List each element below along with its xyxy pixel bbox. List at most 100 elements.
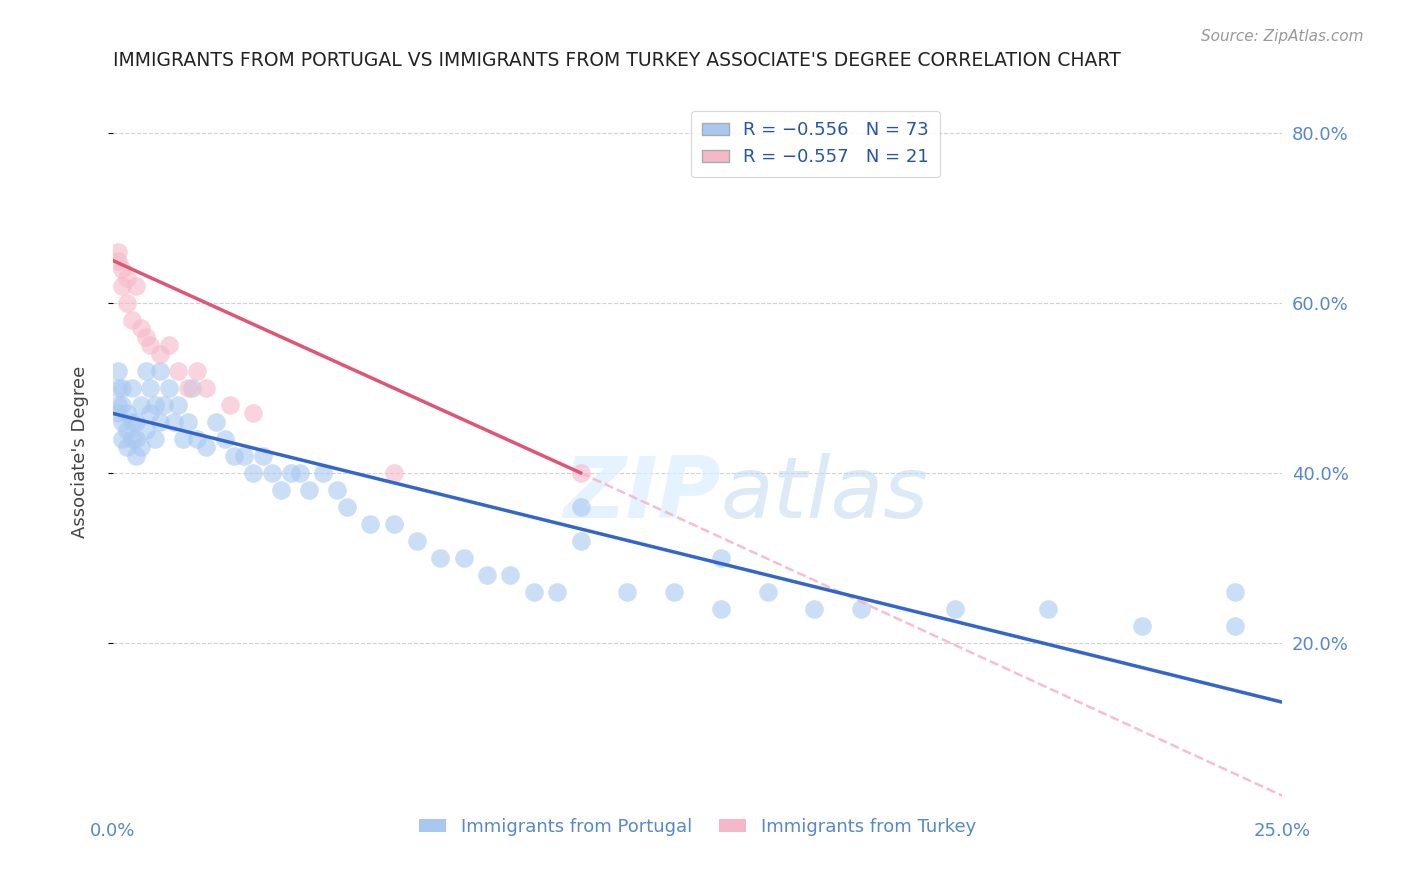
- Point: [125, 415, 148, 429]
- Point: [121, 313, 143, 327]
- Point: [115, 270, 138, 285]
- Point: [139, 338, 162, 352]
- Text: IMMIGRANTS FROM PORTUGAL VS IMMIGRANTS FROM TURKEY ASSOCIATE'S DEGREE CORRELATIO: IMMIGRANTS FROM PORTUGAL VS IMMIGRANTS F…: [112, 51, 1121, 70]
- Point: [336, 500, 359, 514]
- Point: [157, 338, 180, 352]
- Point: [125, 432, 148, 446]
- Point: [107, 406, 129, 420]
- Point: [252, 449, 274, 463]
- Point: [149, 347, 172, 361]
- Text: ZIP: ZIP: [564, 453, 721, 536]
- Point: [129, 321, 152, 335]
- Point: [111, 279, 134, 293]
- Point: [153, 398, 176, 412]
- Point: [115, 424, 138, 438]
- Point: [157, 381, 180, 395]
- Point: [129, 441, 152, 455]
- Point: [129, 398, 152, 412]
- Point: [107, 364, 129, 378]
- Point: [149, 415, 172, 429]
- Point: [242, 406, 264, 420]
- Point: [312, 466, 335, 480]
- Point: [218, 398, 240, 412]
- Point: [406, 533, 429, 548]
- Point: [616, 584, 638, 599]
- Point: [186, 364, 208, 378]
- Point: [149, 364, 172, 378]
- Point: [139, 406, 162, 420]
- Point: [569, 466, 592, 480]
- Point: [111, 262, 134, 277]
- Point: [181, 381, 204, 395]
- Point: [195, 381, 218, 395]
- Text: atlas: atlas: [721, 453, 929, 536]
- Point: [270, 483, 292, 497]
- Point: [111, 398, 134, 412]
- Point: [214, 432, 236, 446]
- Point: [523, 584, 546, 599]
- Point: [569, 533, 592, 548]
- Point: [943, 601, 966, 615]
- Point: [382, 516, 405, 531]
- Point: [176, 381, 198, 395]
- Point: [1130, 618, 1153, 632]
- Point: [121, 381, 143, 395]
- Point: [1225, 618, 1247, 632]
- Point: [298, 483, 321, 497]
- Point: [121, 432, 143, 446]
- Point: [143, 432, 166, 446]
- Point: [163, 415, 186, 429]
- Point: [186, 432, 208, 446]
- Y-axis label: Associate's Degree: Associate's Degree: [72, 366, 89, 538]
- Point: [1038, 601, 1060, 615]
- Point: [1225, 584, 1247, 599]
- Point: [429, 550, 451, 565]
- Point: [115, 296, 138, 310]
- Point: [569, 500, 592, 514]
- Point: [135, 364, 157, 378]
- Point: [851, 601, 873, 615]
- Point: [121, 415, 143, 429]
- Point: [111, 415, 134, 429]
- Point: [204, 415, 226, 429]
- Legend: Immigrants from Portugal, Immigrants from Turkey: Immigrants from Portugal, Immigrants fro…: [412, 811, 983, 843]
- Point: [803, 601, 825, 615]
- Point: [326, 483, 349, 497]
- Point: [195, 441, 218, 455]
- Point: [756, 584, 779, 599]
- Point: [107, 398, 129, 412]
- Point: [710, 550, 733, 565]
- Point: [135, 330, 157, 344]
- Point: [453, 550, 475, 565]
- Point: [260, 466, 283, 480]
- Point: [499, 567, 522, 582]
- Point: [288, 466, 311, 480]
- Text: Source: ZipAtlas.com: Source: ZipAtlas.com: [1201, 29, 1364, 45]
- Point: [143, 398, 166, 412]
- Point: [359, 516, 381, 531]
- Point: [111, 432, 134, 446]
- Point: [107, 381, 129, 395]
- Point: [475, 567, 498, 582]
- Point: [139, 381, 162, 395]
- Point: [172, 432, 194, 446]
- Point: [232, 449, 254, 463]
- Point: [662, 584, 685, 599]
- Point: [546, 584, 568, 599]
- Point: [125, 279, 148, 293]
- Point: [125, 449, 148, 463]
- Point: [242, 466, 264, 480]
- Point: [115, 406, 138, 420]
- Point: [115, 441, 138, 455]
- Point: [176, 415, 198, 429]
- Point: [280, 466, 302, 480]
- Point: [135, 424, 157, 438]
- Point: [167, 398, 190, 412]
- Point: [224, 449, 246, 463]
- Point: [710, 601, 733, 615]
- Point: [167, 364, 190, 378]
- Point: [382, 466, 405, 480]
- Point: [111, 381, 134, 395]
- Point: [107, 245, 129, 260]
- Point: [107, 253, 129, 268]
